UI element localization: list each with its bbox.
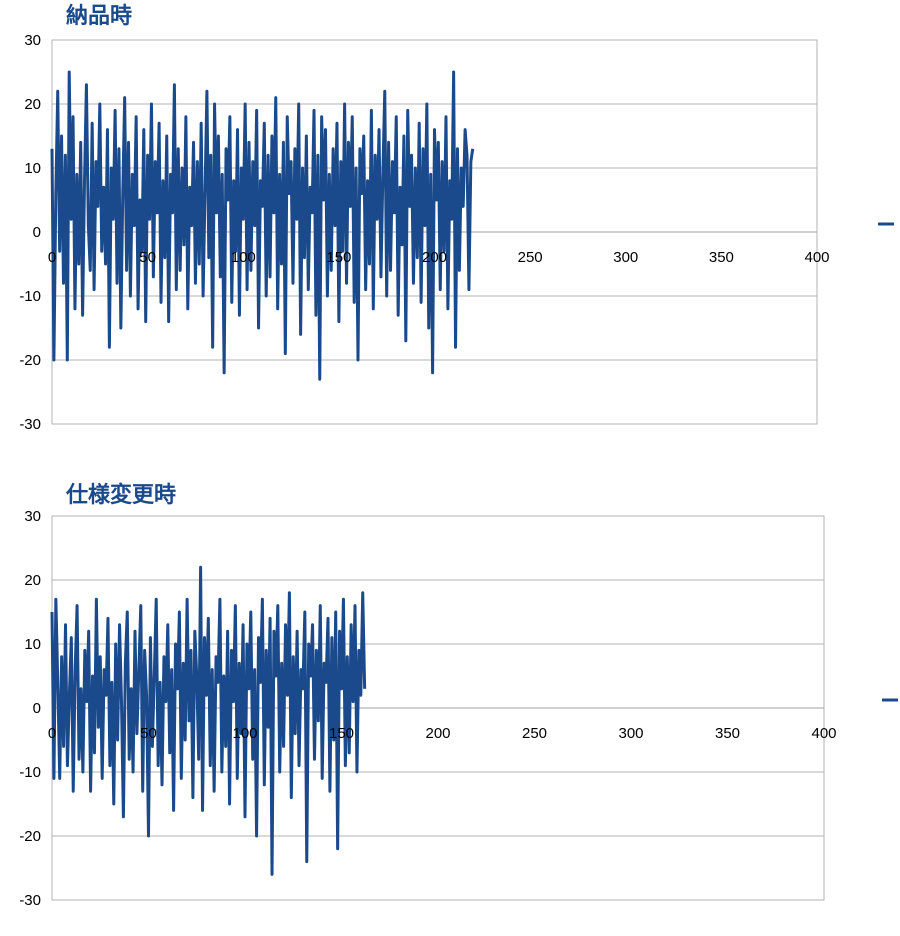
y-tick-label: 0 — [33, 224, 41, 241]
series-line — [50, 565, 367, 876]
x-tick-label: 400 — [811, 725, 836, 742]
x-tick-label: 250 — [518, 249, 543, 266]
x-tick-label: 350 — [715, 725, 740, 742]
x-tick-label: 300 — [613, 249, 638, 266]
x-tick-label: 350 — [709, 249, 734, 266]
x-tick-label: 100 — [231, 249, 256, 266]
y-tick-label: 10 — [24, 636, 41, 653]
series-line — [50, 70, 475, 381]
y-tick-label: 20 — [24, 96, 41, 113]
x-tick-label: 150 — [326, 249, 351, 266]
x-tick-label: 250 — [522, 725, 547, 742]
x-tick-label: 0 — [48, 725, 56, 742]
chart-2-title: 仕様変更時 — [66, 483, 177, 508]
y-tick-label: -10 — [19, 764, 41, 781]
y-tick-label: 30 — [24, 32, 41, 49]
x-tick-label: 100 — [232, 725, 257, 742]
y-tick-label: 10 — [24, 160, 41, 177]
x-tick-label: 400 — [804, 249, 829, 266]
y-tick-label: -10 — [19, 288, 41, 305]
x-tick-label: 150 — [329, 725, 354, 742]
y-tick-label: 20 — [24, 572, 41, 589]
x-tick-label: 50 — [140, 725, 157, 742]
y-tick-label: 0 — [33, 700, 41, 717]
y-tick-label: 30 — [24, 508, 41, 525]
x-tick-label: 0 — [48, 249, 56, 266]
y-tick-label: -20 — [19, 352, 41, 369]
y-tick-label: -20 — [19, 828, 41, 845]
y-tick-label: -30 — [19, 416, 41, 433]
x-tick-label: 50 — [139, 249, 156, 266]
x-tick-label: 300 — [618, 725, 643, 742]
y-tick-label: -30 — [19, 892, 41, 909]
chart-1-title: 納品時 — [66, 4, 133, 29]
x-tick-label: 200 — [422, 249, 447, 266]
x-tick-label: 200 — [425, 725, 450, 742]
